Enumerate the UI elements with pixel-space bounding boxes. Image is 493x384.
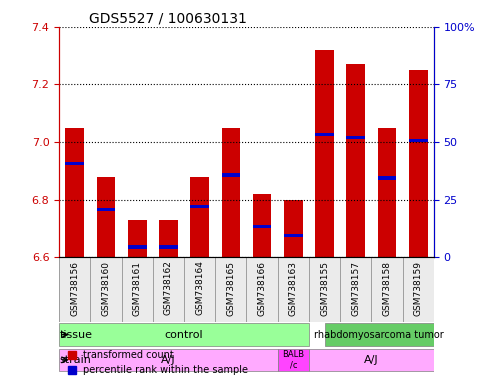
Bar	[90, 257, 122, 322]
Bar	[403, 257, 434, 322]
Bar	[184, 257, 215, 322]
Bar	[153, 257, 184, 322]
Bar	[97, 208, 115, 211]
FancyBboxPatch shape	[59, 349, 278, 371]
Legend: transformed count, percentile rank within the sample: transformed count, percentile rank withi…	[64, 346, 252, 379]
Text: GSM738163: GSM738163	[289, 260, 298, 316]
Bar	[378, 128, 396, 257]
Bar	[66, 162, 84, 165]
Text: GSM738166: GSM738166	[258, 260, 267, 316]
Bar	[378, 176, 396, 180]
Bar	[371, 257, 403, 322]
Text: rhabdomyosarcoma tumor: rhabdomyosarcoma tumor	[315, 330, 444, 340]
Bar	[347, 65, 365, 257]
Text: GSM738156: GSM738156	[70, 260, 79, 316]
Bar	[221, 128, 240, 257]
Bar	[221, 173, 240, 177]
FancyBboxPatch shape	[324, 323, 434, 346]
Bar	[190, 177, 209, 257]
Bar	[159, 220, 178, 257]
Text: GSM738161: GSM738161	[133, 260, 141, 316]
Text: GSM738158: GSM738158	[383, 260, 391, 316]
Text: tissue: tissue	[60, 330, 93, 340]
Bar	[128, 220, 146, 257]
Bar	[253, 225, 272, 228]
Bar	[309, 257, 340, 322]
Text: GSM738165: GSM738165	[226, 260, 235, 316]
Text: GSM738164: GSM738164	[195, 260, 204, 315]
FancyBboxPatch shape	[59, 323, 309, 346]
Bar	[315, 50, 334, 257]
Text: GSM738155: GSM738155	[320, 260, 329, 316]
Bar	[66, 128, 84, 257]
Text: GSM738162: GSM738162	[164, 260, 173, 315]
Bar	[215, 257, 246, 322]
Bar	[284, 234, 303, 237]
Bar	[190, 205, 209, 209]
Bar	[315, 133, 334, 136]
Text: GSM738159: GSM738159	[414, 260, 423, 316]
Bar	[159, 245, 178, 249]
Bar	[340, 257, 371, 322]
Bar	[128, 245, 146, 249]
Text: GSM738160: GSM738160	[102, 260, 110, 316]
Text: A/J: A/J	[161, 355, 176, 365]
Bar	[246, 257, 278, 322]
Text: GSM738157: GSM738157	[352, 260, 360, 316]
Bar	[409, 70, 427, 257]
Bar	[347, 136, 365, 139]
Text: BALB
/c: BALB /c	[282, 350, 304, 369]
Bar	[122, 257, 153, 322]
Text: strain: strain	[60, 355, 92, 365]
Bar	[97, 177, 115, 257]
Bar	[284, 200, 303, 257]
Bar	[59, 257, 90, 322]
Bar	[253, 194, 272, 257]
Text: GDS5527 / 100630131: GDS5527 / 100630131	[89, 12, 247, 26]
Text: A/J: A/J	[364, 355, 379, 365]
Bar	[278, 257, 309, 322]
FancyBboxPatch shape	[309, 349, 434, 371]
Text: control: control	[165, 330, 204, 340]
Bar	[409, 139, 427, 142]
FancyBboxPatch shape	[278, 349, 309, 371]
